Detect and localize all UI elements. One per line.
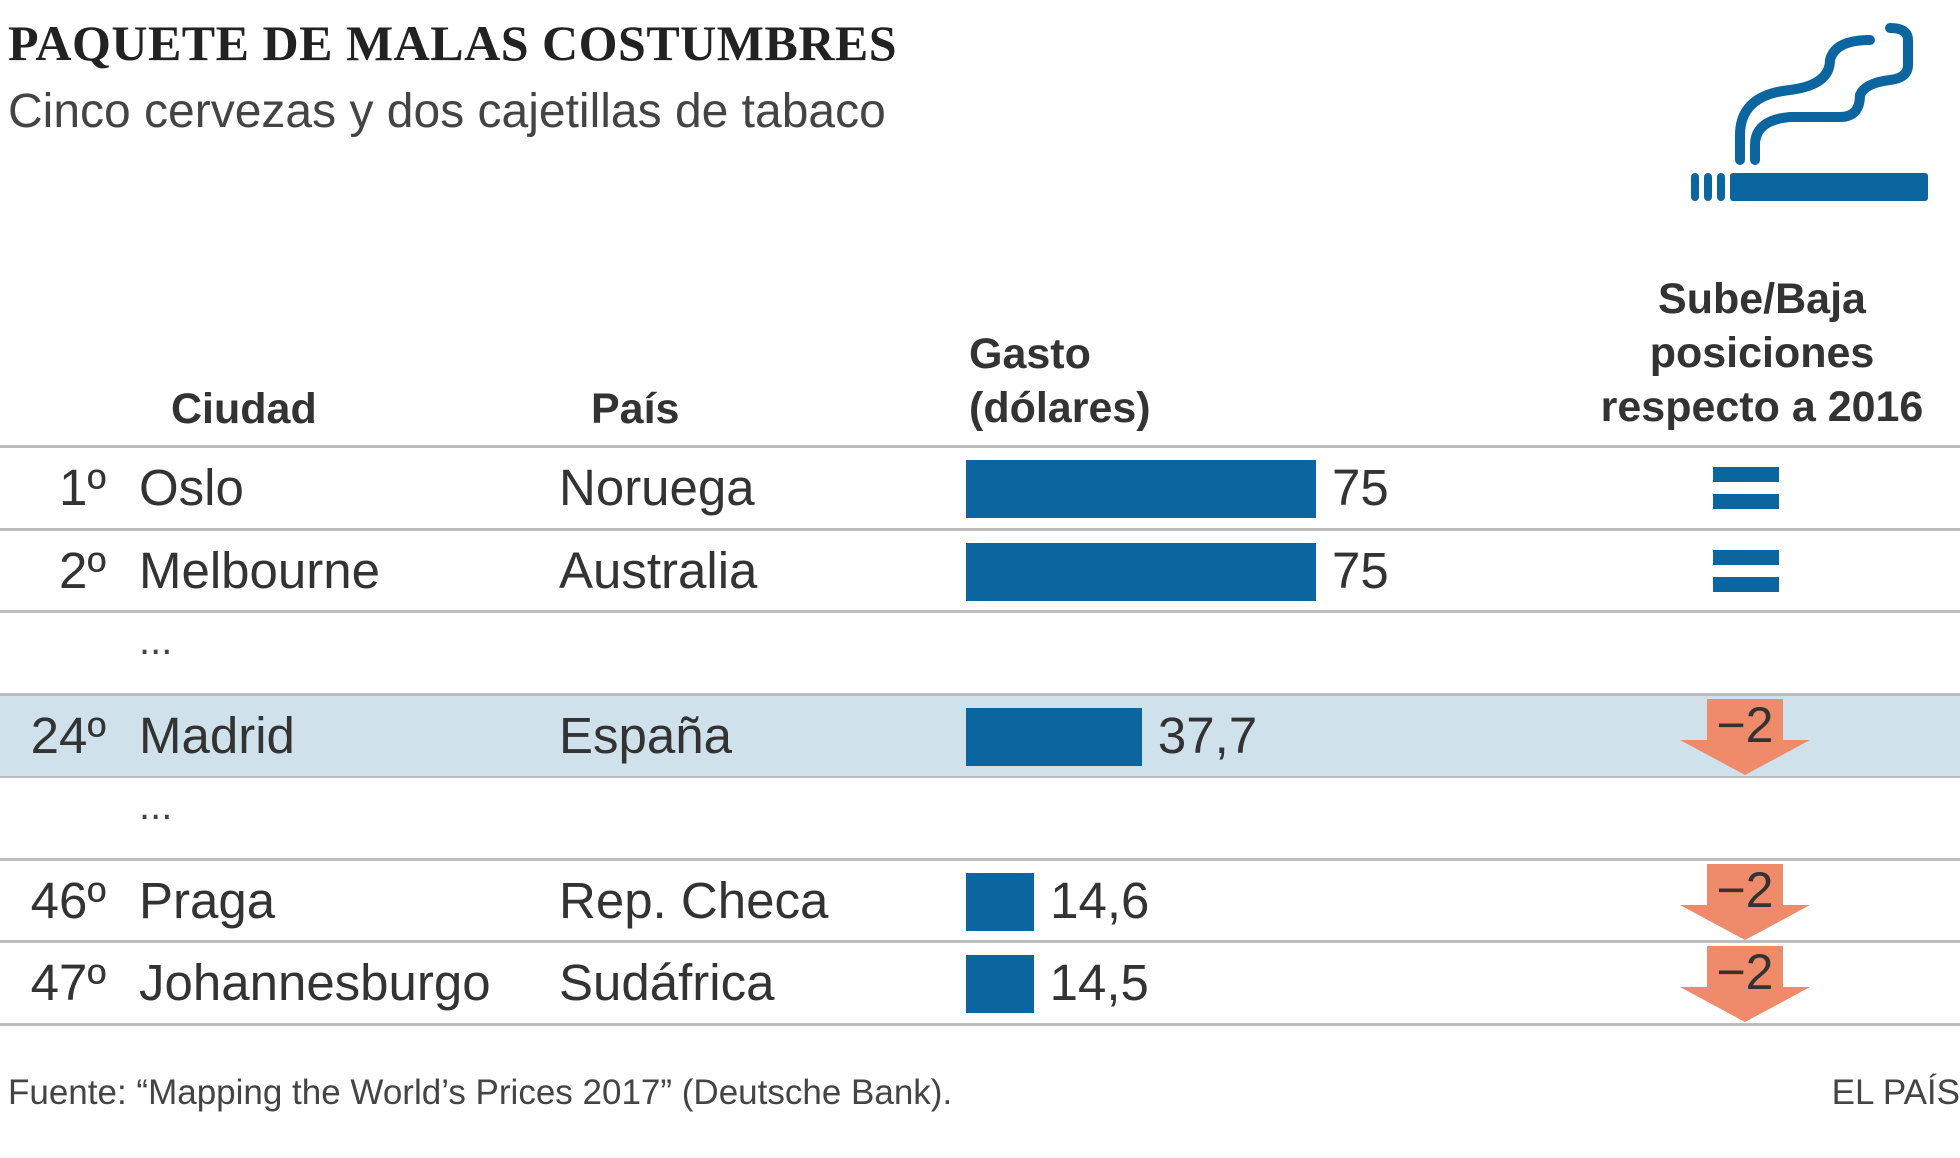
equal-icon [1713,550,1779,604]
position-change: −2 [1716,944,1774,1000]
brand-label: EL PAÍS [1831,1073,1960,1112]
country: España [559,707,732,764]
spend-value: 14,6 [1050,872,1150,929]
spend-bar [966,708,1142,766]
chart-title: PAQUETE DE MALAS COSTUMBRES [8,15,898,71]
header-cambio: Sube/Baja posiciones respecto a 2016 [1562,272,1960,434]
header-gasto: Gasto (dólares) [969,327,1151,435]
city: Oslo [139,459,244,516]
row-divider [0,610,1960,613]
table-row: 1º Oslo Noruega 75 [0,448,1960,528]
rank: 47º [30,954,106,1011]
row-divider [0,858,1960,861]
ellipsis: ... [139,784,173,828]
header-cambio-line1: Sube/Baja [1658,275,1866,323]
down-arrow-icon: −2 [1680,697,1810,775]
country: Australia [559,542,758,599]
header-ciudad: Ciudad [171,385,317,433]
spend-bar [966,543,1316,601]
table-row: 46º Praga Rep. Checa 14,6 −2 [0,861,1960,941]
equal-icon [1713,467,1779,521]
spend-value: 14,5 [1049,954,1149,1011]
rank: 24º [30,707,106,764]
header-cambio-line2: posiciones [1649,329,1875,377]
cigarette-smoke-icon [1691,23,1928,201]
down-arrow-icon: −2 [1680,944,1810,1022]
row-divider [0,528,1960,531]
row-divider [0,445,1960,448]
table-row: 24º Madrid España 37,7 −2 [0,696,1960,776]
spend-value: 75 [1332,459,1389,516]
position-change: −2 [1716,697,1774,753]
down-arrow-icon: −2 [1680,862,1810,940]
table-row: 2º Melbourne Australia 75 [0,531,1960,611]
ellipsis: ... [139,619,173,663]
row-divider [0,940,1960,943]
table-row: 47º Johannesburgo Sudáfrica 14,5 −2 [0,943,1960,1023]
spend-bar [966,460,1316,518]
spend-value: 75 [1332,542,1389,599]
rank: 46º [30,872,106,929]
country: Rep. Checa [559,872,829,929]
header-pais: País [591,385,680,433]
city: Johannesburgo [139,954,491,1011]
header-cambio-line3: respecto a 2016 [1600,383,1924,431]
rank: 1º [59,459,106,516]
header-gasto-line2: (dólares) [969,384,1151,432]
city: Praga [139,872,276,929]
rank: 2º [59,542,106,599]
position-change: −2 [1716,862,1774,918]
source-note: Fuente: “Mapping the World’s Prices 2017… [8,1073,953,1112]
spend-value: 37,7 [1157,707,1258,764]
row-divider [0,693,1960,696]
spend-bar [966,955,1034,1013]
chart-subtitle: Cinco cervezas y dos cajetillas de tabac… [8,85,886,138]
city: Madrid [139,707,295,764]
header-gasto-line1: Gasto [969,330,1091,378]
row-divider [0,1023,1960,1026]
country: Noruega [559,459,755,516]
city: Melbourne [139,542,380,599]
row-divider [0,775,1960,778]
spend-bar [966,873,1035,931]
country: Sudáfrica [559,954,775,1011]
